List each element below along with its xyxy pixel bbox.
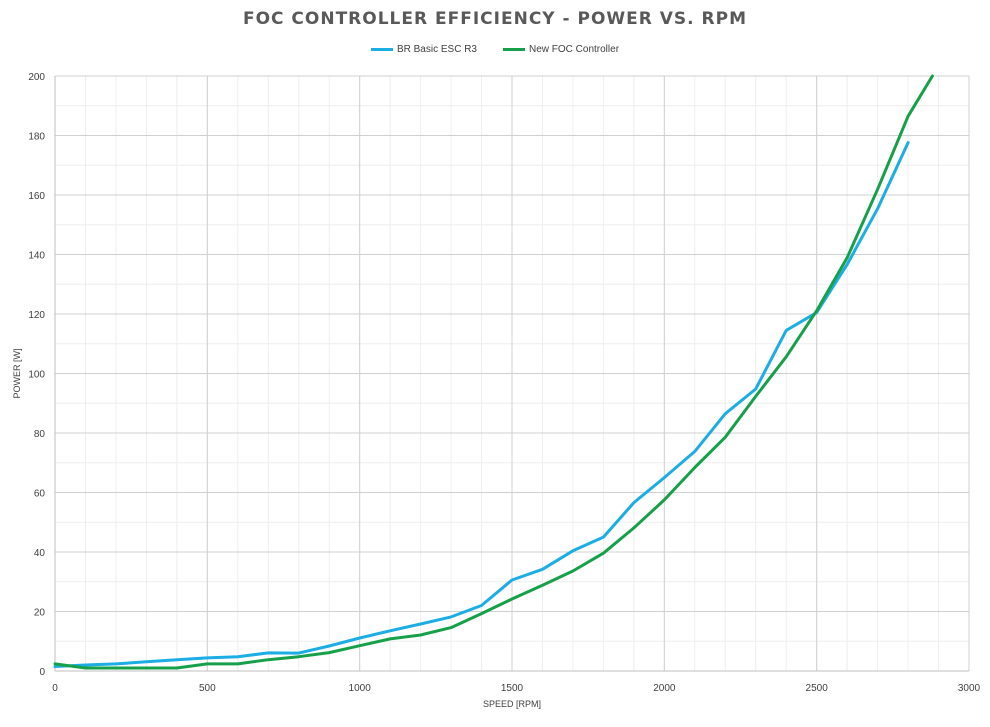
x-tick-label: 500: [199, 683, 216, 694]
y-tick-label: 80: [34, 429, 46, 440]
series-line-1: [53, 141, 910, 668]
x-tick-label: 3000: [958, 683, 981, 694]
y-tick-label: 140: [28, 251, 45, 262]
chart-title: FOC CONTROLLER EFFICIENCY - POWER VS. RP…: [242, 9, 748, 29]
y-axis-label: POWER [W]: [12, 349, 22, 399]
x-axis-label: SPEED [RPM]: [483, 699, 541, 709]
legend-label-series-2: New FOC Controller: [529, 44, 620, 55]
y-tick-label: 0: [39, 667, 45, 678]
y-tick-label: 180: [28, 132, 45, 143]
y-tick-label: 60: [34, 489, 46, 500]
legend-swatch-series-2: [503, 48, 525, 51]
y-tick-label: 120: [28, 310, 45, 321]
legend-item-series-2: New FOC Controller: [503, 44, 619, 55]
x-tick-label: 1500: [501, 683, 524, 694]
x-tick-label: 2000: [653, 683, 676, 694]
y-tick-label: 160: [28, 191, 45, 202]
y-tick-label: 40: [34, 548, 46, 559]
y-tick-label: 20: [34, 608, 46, 619]
legend-item-series-1: BR Basic ESC R3: [370, 44, 477, 55]
y-tick-label: 100: [28, 370, 45, 381]
series-line-2: [53, 74, 934, 670]
x-tick-label: 0: [52, 683, 58, 694]
legend-swatch-series-1: [370, 48, 393, 51]
x-tick-label: 2500: [806, 683, 829, 694]
legend: BR Basic ESC R3 New FOC Controller: [0, 44, 990, 55]
legend-label-series-1: BR Basic ESC R3: [396, 44, 477, 55]
x-tick-label: 1000: [349, 683, 372, 694]
y-tick-label: 200: [28, 72, 45, 83]
